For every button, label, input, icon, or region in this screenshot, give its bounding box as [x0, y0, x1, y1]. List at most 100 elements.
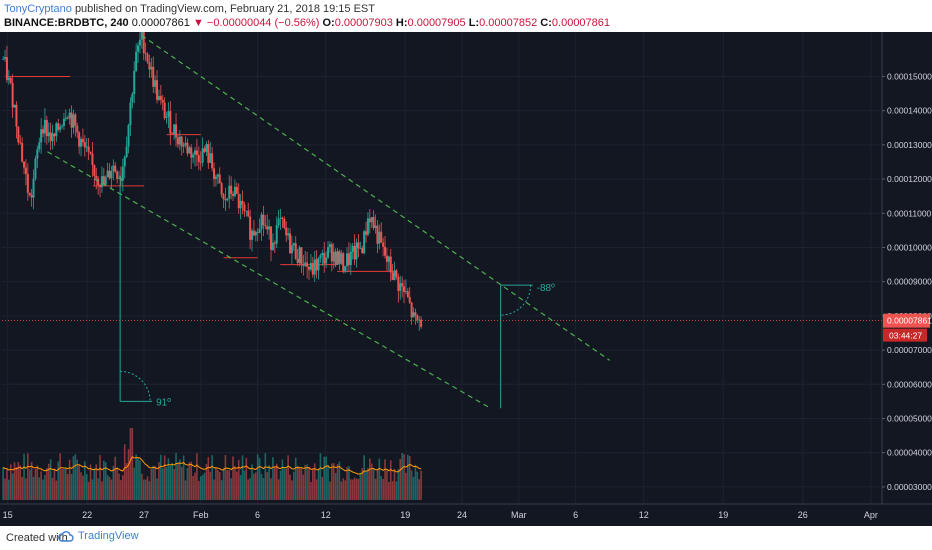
- candle-body: [176, 137, 179, 145]
- candle-body: [19, 142, 22, 144]
- volume-bar: [53, 468, 56, 500]
- candle-body: [277, 218, 280, 225]
- candle-body: [89, 151, 92, 154]
- candle-body: [266, 226, 269, 230]
- candle-body: [338, 251, 341, 264]
- volume-bar: [21, 476, 23, 500]
- volume-bar: [279, 470, 282, 500]
- candle-body: [380, 231, 383, 243]
- candle-body: [418, 319, 421, 321]
- volume-bar: [68, 459, 71, 500]
- x-tick-label: 15: [3, 510, 13, 520]
- candles: [2, 32, 423, 331]
- candle-body: [420, 319, 423, 327]
- countdown-badge: [883, 328, 927, 342]
- candle-body: [23, 161, 26, 168]
- volume-bar: [342, 478, 345, 500]
- candle-body: [144, 53, 147, 54]
- candle-body: [165, 116, 168, 118]
- volume-bar: [171, 462, 174, 500]
- candle-body: [311, 262, 314, 275]
- volume-bar: [274, 466, 276, 500]
- volume-bar: [310, 481, 312, 500]
- candle-body: [42, 129, 45, 134]
- close-label: C:: [540, 17, 552, 29]
- x-tick-label: 27: [139, 510, 149, 520]
- candle-body: [36, 149, 39, 159]
- candle-body: [169, 111, 172, 134]
- candle-body: [197, 155, 200, 162]
- volume-bar: [414, 464, 417, 500]
- candle-body: [247, 210, 250, 217]
- candle-body: [119, 177, 122, 181]
- candle-body: [5, 57, 8, 80]
- volume-bar: [120, 480, 122, 500]
- candle-body: [66, 117, 69, 119]
- candle-body: [268, 226, 271, 230]
- candle-body: [55, 123, 58, 137]
- candle-body: [309, 262, 312, 270]
- candle-body: [15, 104, 18, 127]
- volume-bar: [82, 475, 84, 500]
- volume-bar: [173, 468, 175, 500]
- publish-line: TonyCryptano published on TradingView.co…: [4, 2, 375, 16]
- candle-body: [116, 171, 119, 179]
- x-tick-label: 12: [321, 510, 331, 520]
- volume-bar: [266, 471, 269, 500]
- candle-body: [283, 218, 286, 228]
- candle-body: [26, 173, 29, 193]
- current-price-label: 0.00007861: [887, 316, 932, 326]
- volume-bar: [416, 471, 419, 500]
- candle-body: [11, 82, 14, 108]
- volume-bar: [8, 479, 10, 500]
- volume-bar: [220, 480, 223, 500]
- high-label: H:: [395, 17, 408, 29]
- candle-body: [366, 218, 369, 235]
- channel-upper-line: [141, 34, 611, 361]
- volume-bar: [293, 471, 295, 500]
- price-chart[interactable]: 91º-88º 0.000150000.000140000.000130000.…: [0, 32, 932, 526]
- volume-bar: [25, 478, 27, 500]
- candle-body: [68, 112, 71, 119]
- volume-bar: [32, 476, 35, 500]
- volume-bar: [312, 468, 314, 500]
- tradingview-logo[interactable]: TradingView: [58, 530, 139, 542]
- volume-bar: [338, 461, 341, 500]
- candle-body: [270, 226, 273, 250]
- volume-bar: [283, 468, 286, 500]
- candle-body: [249, 216, 252, 240]
- volume-bar: [382, 478, 384, 500]
- volume-bar: [127, 449, 130, 500]
- candle-body: [186, 142, 189, 154]
- volume-bar: [47, 463, 50, 500]
- candle-body: [43, 119, 46, 134]
- candle-body: [374, 225, 377, 228]
- volume-bar: [370, 463, 373, 500]
- candle-body: [80, 138, 83, 147]
- volume-bar: [391, 481, 394, 500]
- candle-body: [391, 272, 394, 280]
- candle-body: [357, 242, 360, 249]
- candle-body: [224, 199, 227, 201]
- candle-body: [146, 53, 149, 63]
- candle-body: [152, 66, 155, 87]
- candle-body: [353, 245, 356, 260]
- volume-bar: [353, 477, 356, 500]
- author-name[interactable]: TonyCryptano: [4, 3, 72, 15]
- volume-bar: [78, 465, 80, 500]
- candle-body: [72, 114, 75, 128]
- volume-bar: [158, 462, 160, 500]
- candle-body: [289, 233, 292, 254]
- volume-bar: [331, 463, 333, 500]
- candle-body: [368, 218, 371, 223]
- candle-body: [216, 174, 219, 177]
- volume-bar: [17, 461, 20, 500]
- candle-body: [13, 104, 16, 108]
- volume-bar: [15, 467, 18, 500]
- volume-bar: [188, 462, 191, 500]
- candle-body: [142, 32, 145, 54]
- volume-bar: [97, 478, 99, 500]
- candle-body: [232, 193, 235, 196]
- volume-bar: [268, 465, 270, 500]
- angle-label: -88º: [537, 283, 555, 294]
